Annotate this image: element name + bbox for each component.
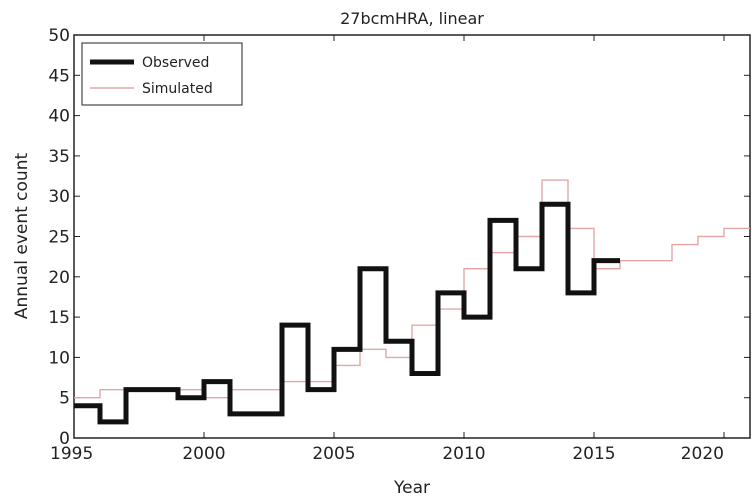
y-tick-label: 30 [48,187,70,207]
x-tick-label: 2020 [681,444,724,464]
y-tick-label: 45 [48,66,70,86]
y-axis-label: Annual event count [12,153,32,320]
x-axis-label: Year [393,478,430,496]
y-tick-label: 40 [48,107,70,127]
y-tick-label: 0 [59,429,70,449]
legend-label-observed: Observed [142,55,209,71]
series-line-observed [74,201,620,425]
legend-label-simulated: Simulated [142,81,213,97]
y-tick-label: 15 [48,308,70,328]
x-axis: 1995 2000 2005 2010 2015 2020 [50,35,725,464]
x-tick-label: 2005 [312,444,355,464]
y-tick-label: 10 [48,348,70,368]
x-tick-label: 1995 [50,444,93,464]
legend-box [81,42,243,106]
chart-title: 27bcmHRA, linear [340,9,484,28]
plot-area [74,179,750,425]
y-tick-label: 25 [48,228,70,248]
x-tick-label: 2000 [182,444,225,464]
legend: Observed Simulated [81,42,243,106]
y-tick-label: 50 [48,26,70,46]
y-tick-label: 5 [59,389,70,409]
x-tick-label: 2015 [572,444,615,464]
x-tick-label: 2010 [442,444,485,464]
y-axis: 0 5 10 15 20 25 30 35 40 45 50 [48,26,750,449]
y-tick-label: 35 [48,147,70,167]
y-tick-label: 20 [48,268,70,288]
